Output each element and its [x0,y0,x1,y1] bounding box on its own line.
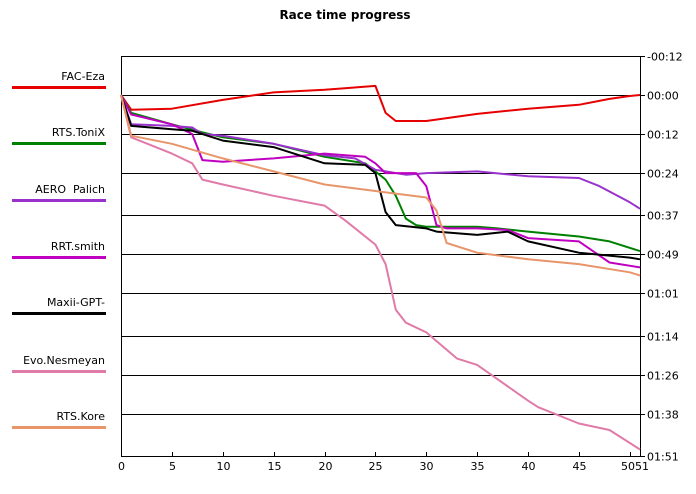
axes [121,56,641,456]
legend-label: RRT.smith [51,240,105,253]
legend-label: FAC-Eza [61,70,105,83]
x-tick-label: 30 [420,460,434,473]
x-tick-label: 20 [319,460,333,473]
y-tick-label: 00:37 [647,210,679,223]
legend-label: RTS.ToniX [52,126,106,139]
x-tick-label: 35 [471,460,485,473]
y-tick-labels: -00:12 00:00 00:12 00:24 00:37 00:49 01:01 01:1… [647,51,683,464]
x-tick-label: 45 [573,460,587,473]
x-tick-labels: 0 5 10 15 20 25 30 35 40 45 50 51 [118,452,649,473]
series-line [120,94,641,261]
x-tick-label: 5 [169,460,176,473]
y-tick-label: 01:14 [647,331,679,344]
y-tick-label: 00:12 [647,129,679,142]
series-line [120,94,641,253]
y-tick-label: 00:24 [647,168,679,181]
x-tick-label: 40 [522,460,536,473]
chart-title: Race time progress [279,8,410,22]
legend-label: RTS.Kore [57,410,106,423]
series-line [120,84,641,122]
y-tick-label: 00:00 [647,90,679,103]
y-tick-label: 01:51 [647,451,679,464]
legend-label: AERO Palich [35,183,105,196]
x-tick-label: 51 [635,460,649,473]
y-tick-label: 01:26 [647,370,679,383]
legend-label: Evo.Nesmeyan [23,354,105,367]
x-tick-label: 50 [621,460,635,473]
x-tick-label: 25 [369,460,383,473]
grid-lines [121,56,645,457]
y-tick-label: 01:38 [647,409,679,422]
legend: FAC-Eza RTS.ToniX AERO Palich RRT.smith Maxi… [12,70,106,429]
series-line [120,94,641,277]
series-line [120,94,641,269]
series-line [120,94,641,451]
y-tick-label: 00:49 [647,249,679,262]
x-tick-label: 0 [118,460,125,473]
series-lines [120,84,641,451]
y-tick-label: 01:01 [647,288,679,301]
x-tick-label: 10 [217,460,231,473]
legend-label: Maxii-GPT- [47,296,105,309]
y-tick-label: -00:12 [647,51,683,64]
x-tick-label: 15 [268,460,282,473]
